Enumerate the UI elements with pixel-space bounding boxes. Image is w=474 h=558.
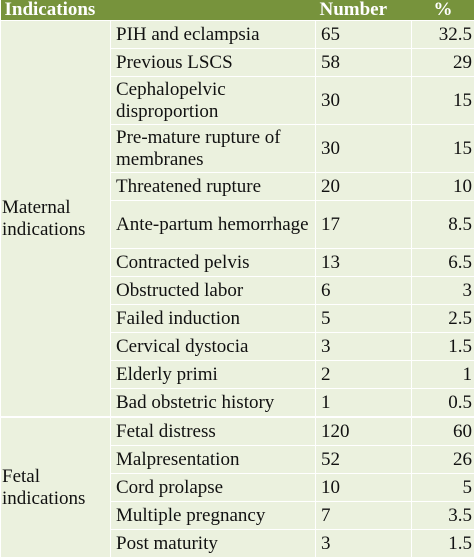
number-cell: 2 bbox=[316, 361, 412, 389]
indication-cell: PIH and eclampsia bbox=[111, 21, 316, 49]
percent-cell: 32.5 bbox=[412, 21, 474, 49]
number-cell: 30 bbox=[316, 125, 412, 173]
indication-cell: Pre-mature rupture of membranes bbox=[111, 125, 316, 173]
percent-cell: 6.5 bbox=[412, 249, 474, 277]
number-cell: 3 bbox=[316, 530, 412, 558]
indication-cell: Failed induction bbox=[111, 305, 316, 333]
indication-cell: Post maturity bbox=[111, 530, 316, 558]
header-percent: % bbox=[412, 0, 474, 21]
percent-cell: 5 bbox=[412, 474, 474, 502]
indication-cell: Previous LSCS bbox=[111, 49, 316, 77]
number-cell: 10 bbox=[316, 474, 412, 502]
header-number: Number bbox=[316, 0, 412, 21]
number-cell: 5 bbox=[316, 305, 412, 333]
percent-cell: 0.5 bbox=[412, 389, 474, 418]
number-cell: 17 bbox=[316, 201, 412, 249]
group-label-maternal: Maternal indications bbox=[1, 21, 111, 418]
percent-cell: 15 bbox=[412, 77, 474, 125]
number-cell: 6 bbox=[316, 277, 412, 305]
number-cell: 3 bbox=[316, 333, 412, 361]
number-cell: 20 bbox=[316, 173, 412, 201]
group-label-fetal: Fetal indications bbox=[1, 417, 111, 558]
table-row: Fetal indications Fetal distress 120 60 bbox=[1, 417, 474, 446]
percent-cell: 10 bbox=[412, 173, 474, 201]
percent-cell: 2.5 bbox=[412, 305, 474, 333]
percent-cell: 26 bbox=[412, 446, 474, 474]
indication-cell: Obstructed labor bbox=[111, 277, 316, 305]
percent-cell: 3 bbox=[412, 277, 474, 305]
indication-cell: Ante-partum hemorrhage bbox=[111, 201, 316, 249]
percent-cell: 29 bbox=[412, 49, 474, 77]
indication-cell: Elderly primi bbox=[111, 361, 316, 389]
indication-cell: Bad obstetric history bbox=[111, 389, 316, 418]
indication-cell: Threatened rupture bbox=[111, 173, 316, 201]
percent-cell: 8.5 bbox=[412, 201, 474, 249]
percent-cell: 3.5 bbox=[412, 502, 474, 530]
number-cell: 30 bbox=[316, 77, 412, 125]
indication-cell: Cephalopelvic disproportion bbox=[111, 77, 316, 125]
header-indications: Indications bbox=[1, 0, 316, 21]
number-cell: 1 bbox=[316, 389, 412, 418]
number-cell: 52 bbox=[316, 446, 412, 474]
indication-cell: Multiple pregnancy bbox=[111, 502, 316, 530]
indication-cell: Cord prolapse bbox=[111, 474, 316, 502]
percent-cell: 60 bbox=[412, 417, 474, 446]
indication-cell: Fetal distress bbox=[111, 417, 316, 446]
number-cell: 58 bbox=[316, 49, 412, 77]
number-cell: 65 bbox=[316, 21, 412, 49]
indication-cell: Contracted pelvis bbox=[111, 249, 316, 277]
number-cell: 13 bbox=[316, 249, 412, 277]
indication-cell: Cervical dystocia bbox=[111, 333, 316, 361]
table-row: Maternal indications PIH and eclampsia 6… bbox=[1, 21, 474, 49]
percent-cell: 1 bbox=[412, 361, 474, 389]
number-cell: 7 bbox=[316, 502, 412, 530]
percent-cell: 1.5 bbox=[412, 333, 474, 361]
number-cell: 120 bbox=[316, 417, 412, 446]
header-row: Indications Number % bbox=[1, 0, 474, 21]
indication-cell: Malpresentation bbox=[111, 446, 316, 474]
percent-cell: 15 bbox=[412, 125, 474, 173]
percent-cell: 1.5 bbox=[412, 530, 474, 558]
